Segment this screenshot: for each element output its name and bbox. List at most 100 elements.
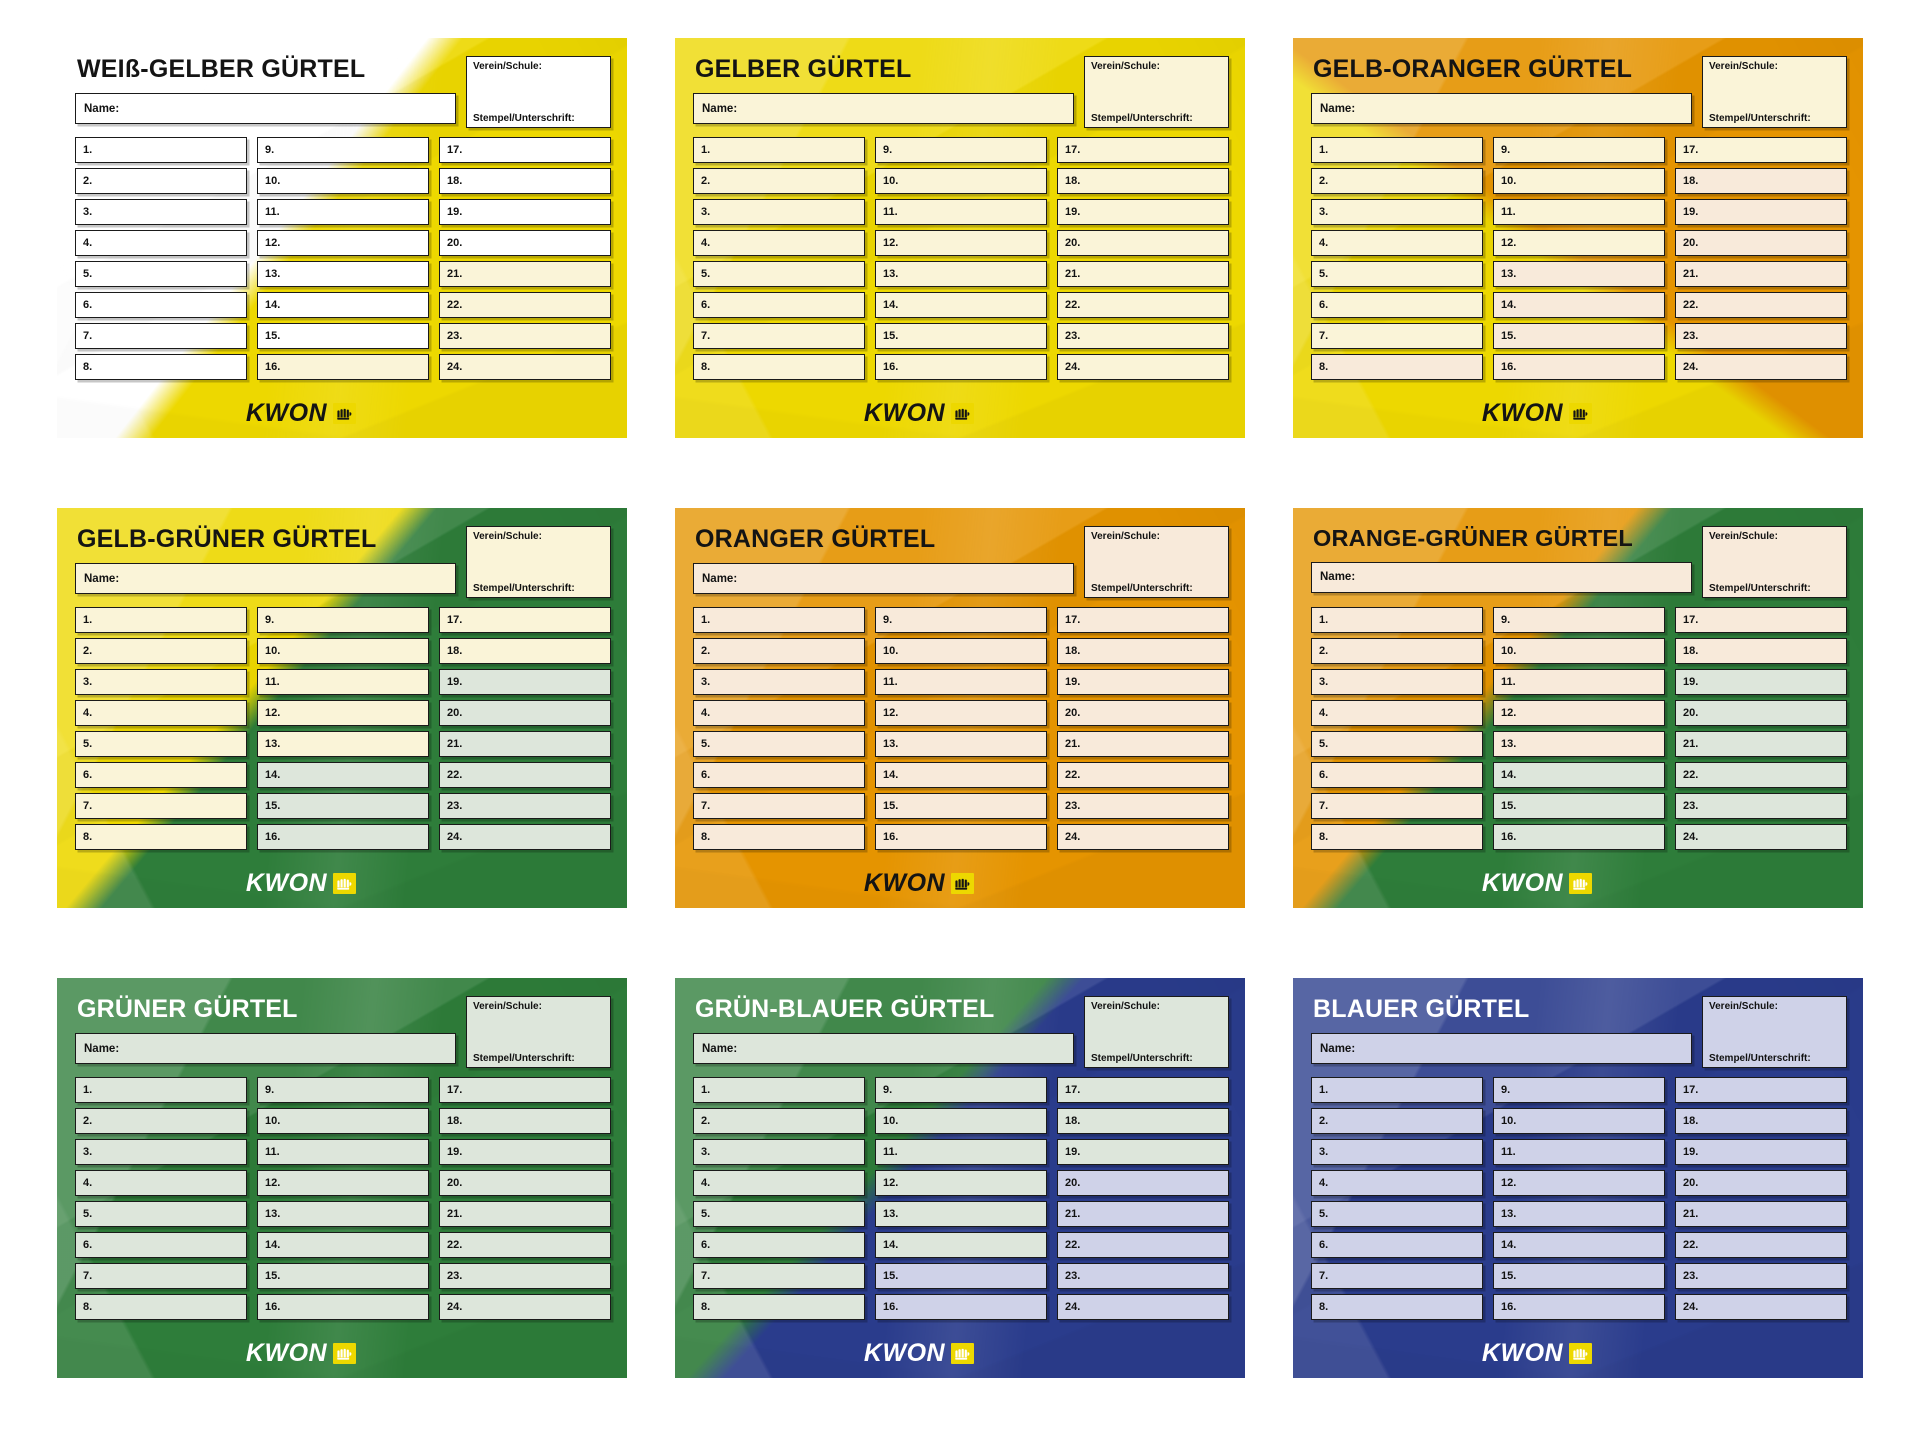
- requirement-row[interactable]: 3.: [75, 199, 247, 225]
- requirement-row[interactable]: 19.: [1057, 669, 1229, 695]
- requirement-row[interactable]: 1.: [75, 137, 247, 163]
- requirement-row[interactable]: 10.: [875, 168, 1047, 194]
- requirement-row[interactable]: 22.: [1057, 292, 1229, 318]
- requirement-row[interactable]: 7.: [1311, 1263, 1483, 1289]
- requirement-row[interactable]: 12.: [257, 230, 429, 256]
- requirement-row[interactable]: 13.: [1493, 731, 1665, 757]
- requirement-row[interactable]: 2.: [693, 168, 865, 194]
- name-field[interactable]: Name:: [1311, 1033, 1692, 1065]
- requirement-row[interactable]: 10.: [875, 1108, 1047, 1134]
- requirement-row[interactable]: 19.: [439, 669, 611, 695]
- requirement-row[interactable]: 13.: [257, 1201, 429, 1227]
- requirement-row[interactable]: 9.: [1493, 1077, 1665, 1103]
- requirement-row[interactable]: 8.: [75, 354, 247, 380]
- requirement-row[interactable]: 20.: [439, 230, 611, 256]
- requirement-row[interactable]: 12.: [875, 230, 1047, 256]
- requirement-row[interactable]: 6.: [693, 292, 865, 318]
- requirement-row[interactable]: 4.: [75, 1170, 247, 1196]
- requirement-row[interactable]: 3.: [693, 1139, 865, 1165]
- requirement-row[interactable]: 8.: [75, 824, 247, 850]
- requirement-row[interactable]: 6.: [75, 762, 247, 788]
- requirement-row[interactable]: 16.: [1493, 354, 1665, 380]
- requirement-row[interactable]: 1.: [1311, 607, 1483, 633]
- requirement-row[interactable]: 16.: [257, 1294, 429, 1320]
- requirement-row[interactable]: 23.: [1675, 793, 1847, 819]
- requirement-row[interactable]: 23.: [1057, 323, 1229, 349]
- requirement-row[interactable]: 2.: [1311, 168, 1483, 194]
- requirement-row[interactable]: 13.: [875, 1201, 1047, 1227]
- requirement-row[interactable]: 15.: [1493, 1263, 1665, 1289]
- requirement-row[interactable]: 15.: [875, 323, 1047, 349]
- requirement-row[interactable]: 9.: [1493, 137, 1665, 163]
- verein-stempel-box[interactable]: Verein/Schule: Stempel/Unterschrift:: [1702, 996, 1847, 1068]
- requirement-row[interactable]: 19.: [1057, 199, 1229, 225]
- requirement-row[interactable]: 24.: [439, 824, 611, 850]
- requirement-row[interactable]: 5.: [1311, 731, 1483, 757]
- requirement-row[interactable]: 2.: [1311, 638, 1483, 664]
- requirement-row[interactable]: 17.: [439, 607, 611, 633]
- requirement-row[interactable]: 2.: [1311, 1108, 1483, 1134]
- requirement-row[interactable]: 22.: [439, 762, 611, 788]
- requirement-row[interactable]: 15.: [257, 323, 429, 349]
- requirement-row[interactable]: 8.: [1311, 354, 1483, 380]
- requirement-row[interactable]: 17.: [439, 137, 611, 163]
- requirement-row[interactable]: 4.: [693, 230, 865, 256]
- requirement-row[interactable]: 19.: [1675, 1139, 1847, 1165]
- requirement-row[interactable]: 24.: [1057, 1294, 1229, 1320]
- requirement-row[interactable]: 22.: [1675, 292, 1847, 318]
- requirement-row[interactable]: 5.: [693, 261, 865, 287]
- requirement-row[interactable]: 10.: [257, 1108, 429, 1134]
- requirement-row[interactable]: 8.: [75, 1294, 247, 1320]
- requirement-row[interactable]: 20.: [1675, 230, 1847, 256]
- requirement-row[interactable]: 14.: [257, 762, 429, 788]
- requirement-row[interactable]: 7.: [1311, 323, 1483, 349]
- requirement-row[interactable]: 6.: [75, 292, 247, 318]
- verein-stempel-box[interactable]: Verein/Schule: Stempel/Unterschrift:: [1084, 56, 1229, 128]
- requirement-row[interactable]: 14.: [257, 292, 429, 318]
- requirement-row[interactable]: 14.: [1493, 1232, 1665, 1258]
- requirement-row[interactable]: 8.: [693, 354, 865, 380]
- requirement-row[interactable]: 8.: [1311, 1294, 1483, 1320]
- requirement-row[interactable]: 24.: [1675, 354, 1847, 380]
- requirement-row[interactable]: 11.: [1493, 1139, 1665, 1165]
- requirement-row[interactable]: 13.: [1493, 1201, 1665, 1227]
- requirement-row[interactable]: 14.: [875, 762, 1047, 788]
- requirement-row[interactable]: 3.: [1311, 199, 1483, 225]
- requirement-row[interactable]: 5.: [1311, 1201, 1483, 1227]
- requirement-row[interactable]: 4.: [1311, 700, 1483, 726]
- requirement-row[interactable]: 2.: [75, 638, 247, 664]
- requirement-row[interactable]: 24.: [439, 1294, 611, 1320]
- requirement-row[interactable]: 12.: [875, 700, 1047, 726]
- requirement-row[interactable]: 19.: [439, 1139, 611, 1165]
- name-field[interactable]: Name:: [75, 563, 456, 595]
- requirement-row[interactable]: 3.: [75, 669, 247, 695]
- requirement-row[interactable]: 2.: [693, 638, 865, 664]
- requirement-row[interactable]: 14.: [875, 1232, 1047, 1258]
- requirement-row[interactable]: 22.: [1057, 1232, 1229, 1258]
- requirement-row[interactable]: 18.: [1057, 168, 1229, 194]
- requirement-row[interactable]: 23.: [1057, 793, 1229, 819]
- requirement-row[interactable]: 18.: [1057, 1108, 1229, 1134]
- requirement-row[interactable]: 3.: [693, 199, 865, 225]
- requirement-row[interactable]: 4.: [75, 700, 247, 726]
- requirement-row[interactable]: 21.: [1675, 1201, 1847, 1227]
- requirement-row[interactable]: 20.: [1057, 1170, 1229, 1196]
- requirement-row[interactable]: 1.: [75, 1077, 247, 1103]
- requirement-row[interactable]: 10.: [875, 638, 1047, 664]
- requirement-row[interactable]: 21.: [1057, 1201, 1229, 1227]
- requirement-row[interactable]: 17.: [1057, 607, 1229, 633]
- requirement-row[interactable]: 11.: [875, 1139, 1047, 1165]
- requirement-row[interactable]: 18.: [439, 1108, 611, 1134]
- requirement-row[interactable]: 15.: [875, 1263, 1047, 1289]
- requirement-row[interactable]: 8.: [1311, 824, 1483, 850]
- requirement-row[interactable]: 23.: [439, 793, 611, 819]
- requirement-row[interactable]: 5.: [693, 731, 865, 757]
- verein-stempel-box[interactable]: Verein/Schule: Stempel/Unterschrift:: [1084, 526, 1229, 598]
- requirement-row[interactable]: 19.: [1675, 669, 1847, 695]
- requirement-row[interactable]: 11.: [257, 199, 429, 225]
- requirement-row[interactable]: 19.: [1057, 1139, 1229, 1165]
- requirement-row[interactable]: 2.: [693, 1108, 865, 1134]
- requirement-row[interactable]: 7.: [693, 1263, 865, 1289]
- requirement-row[interactable]: 21.: [1675, 731, 1847, 757]
- requirement-row[interactable]: 22.: [439, 292, 611, 318]
